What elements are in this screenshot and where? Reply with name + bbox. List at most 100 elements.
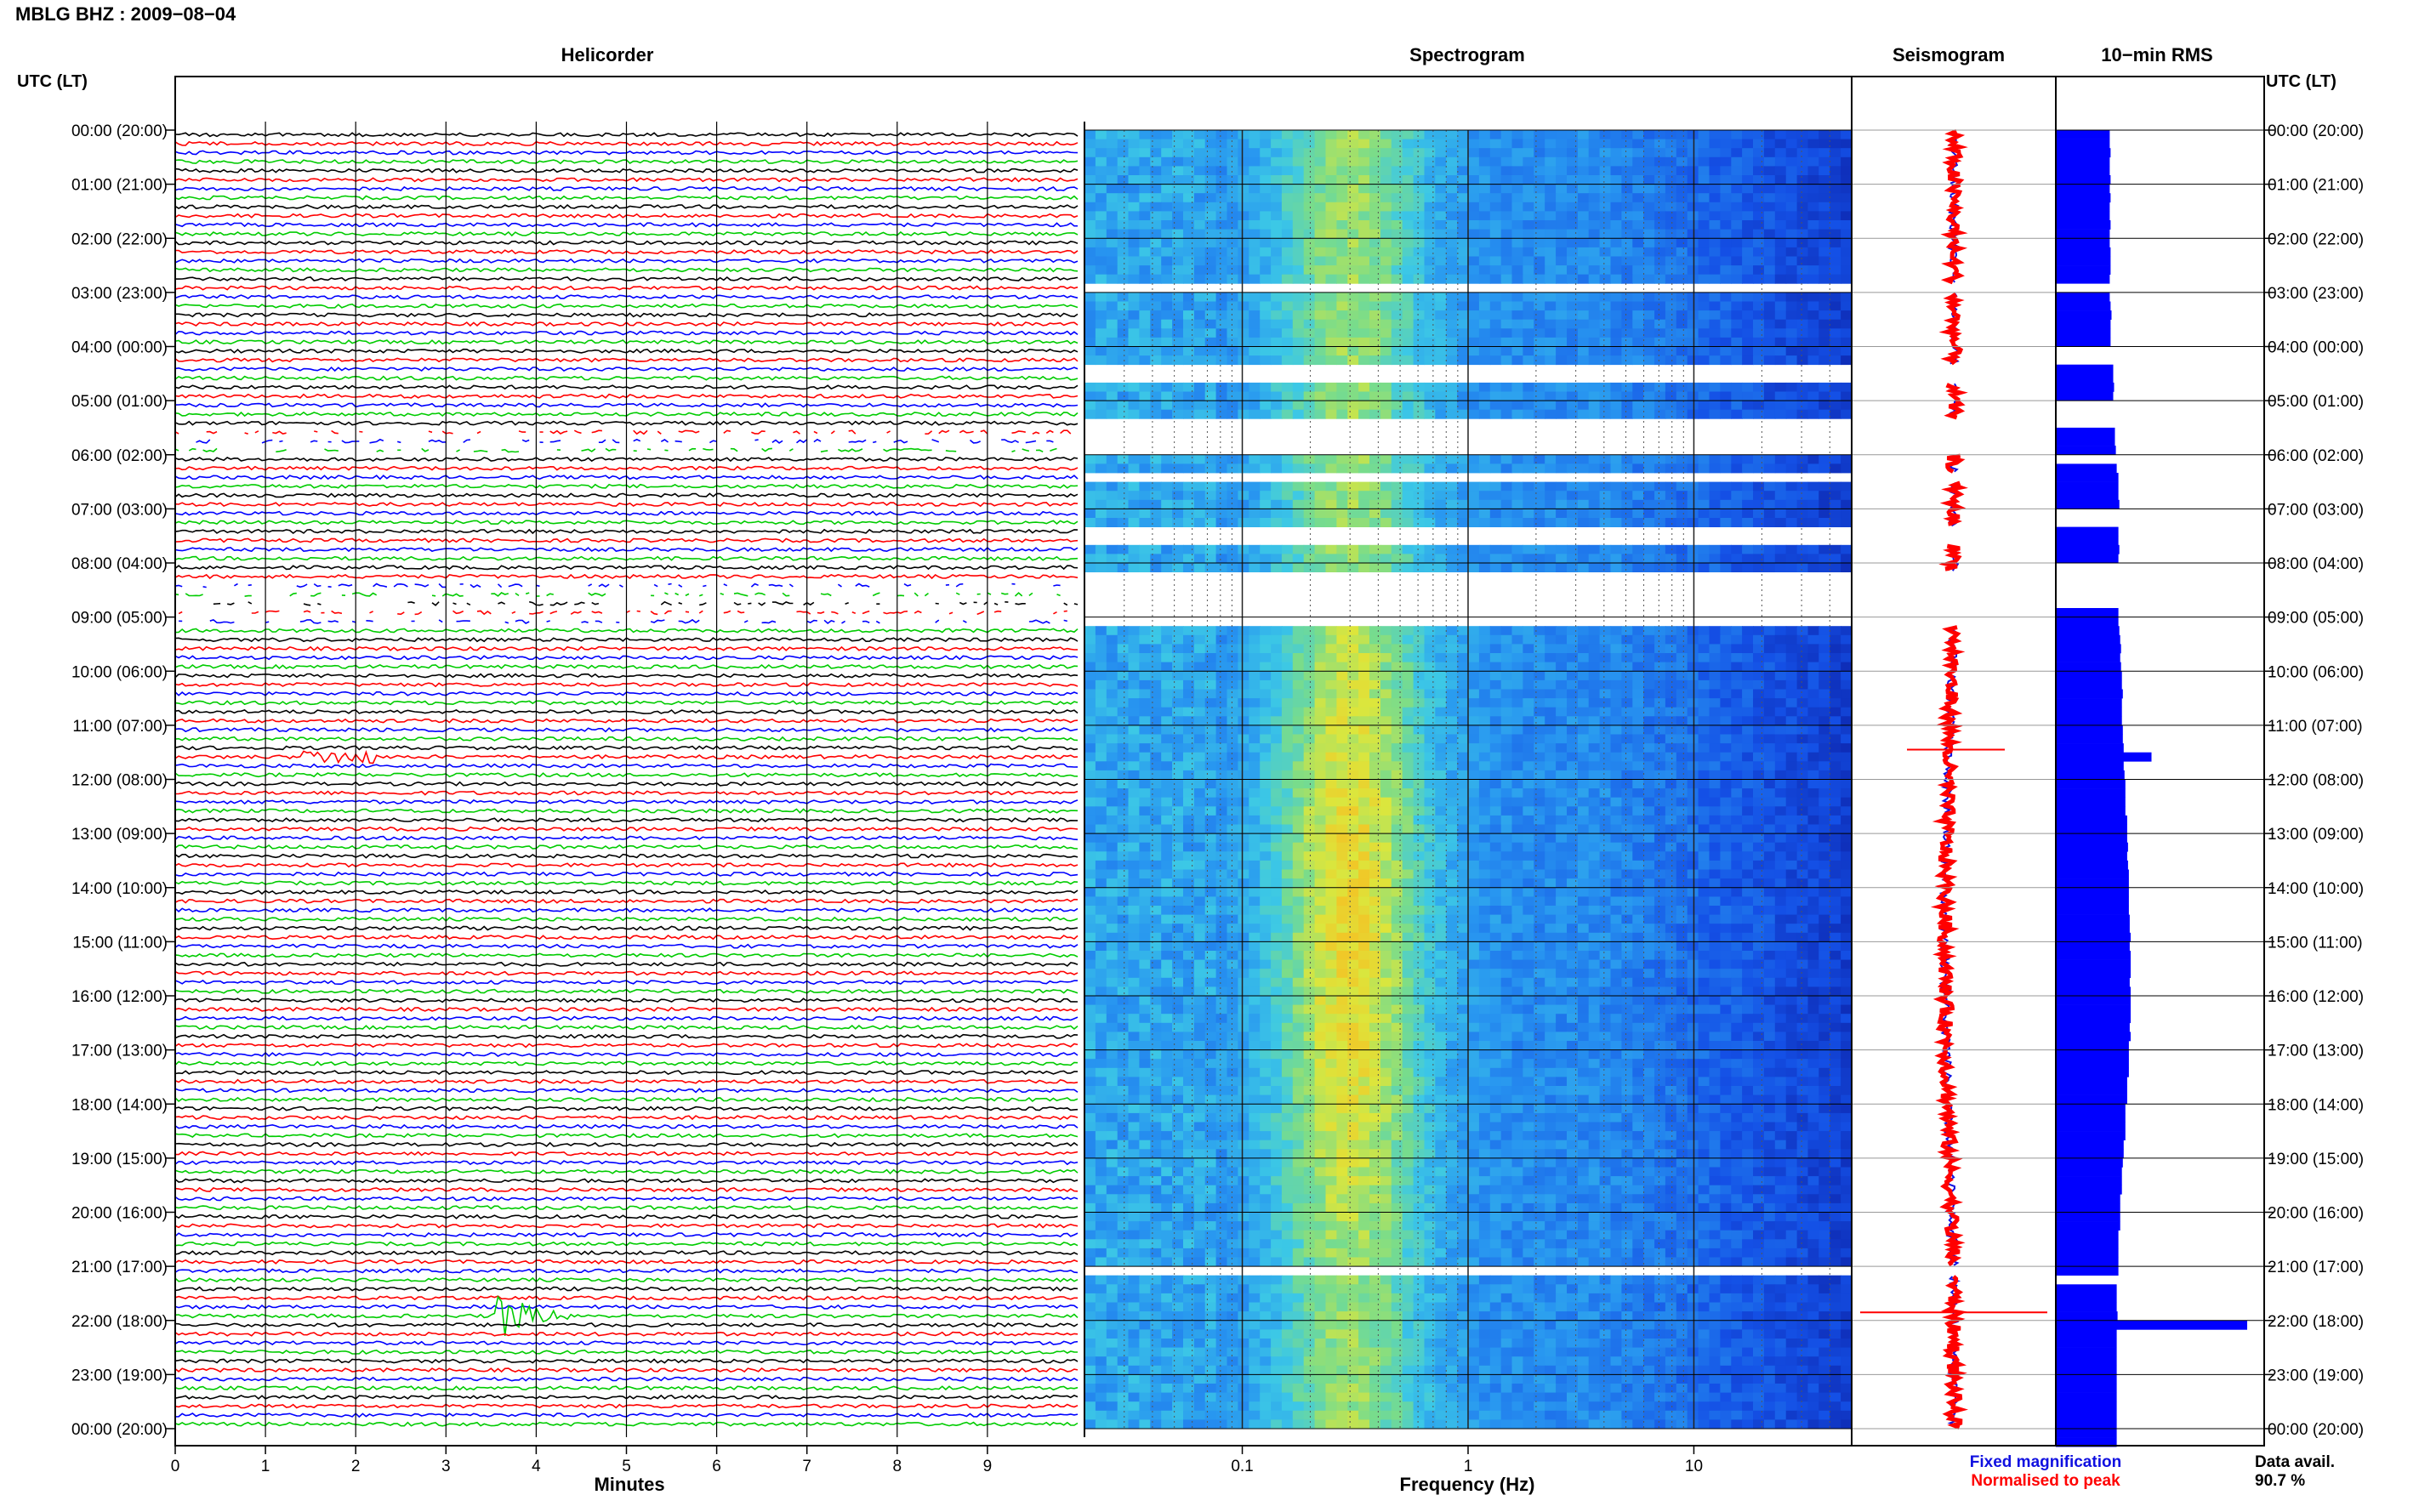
spectrogram-cell: [1281, 896, 1294, 907]
spectrogram-cell: [1139, 734, 1151, 744]
spectrogram-cell: [1841, 175, 1853, 185]
spectrogram-cell: [1238, 554, 1249, 564]
spectrogram-cell: [1556, 716, 1568, 726]
spectrogram-cell: [1204, 563, 1217, 572]
spectrogram-cell: [1314, 544, 1327, 554]
spectrogram-cell: [1446, 274, 1458, 284]
spectrogram-cell: [1424, 797, 1436, 807]
spectrogram-cell: [1643, 725, 1655, 735]
spectrogram-cell: [1643, 238, 1655, 248]
spectrogram-cell: [1511, 689, 1523, 699]
spectrogram-cell: [1556, 707, 1568, 717]
spectrogram-cell: [1117, 292, 1130, 302]
spectrogram-cell: [1193, 211, 1206, 221]
spectrogram-cell: [1753, 401, 1765, 411]
spectrogram-cell: [1621, 779, 1633, 789]
spectrogram-cell: [1095, 806, 1107, 816]
spectrogram-cell: [1413, 382, 1426, 392]
spectrogram-cell: [1271, 824, 1283, 834]
spectrogram-cell: [1215, 734, 1228, 744]
spectrogram-cell: [1358, 554, 1370, 564]
spectrogram-cell: [1435, 148, 1447, 158]
spectrogram-cell: [1478, 653, 1491, 662]
spectrogram-cell: [1534, 788, 1545, 799]
spectrogram-cell: [1785, 797, 1798, 807]
spectrogram-cell: [1260, 679, 1272, 690]
spectrogram-cell: [1402, 337, 1414, 347]
spectrogram-cell: [1369, 689, 1381, 699]
spectrogram-cell: [1534, 797, 1545, 807]
spectrogram-cell: [1500, 156, 1513, 167]
spectrogram-cell: [1249, 734, 1261, 744]
spectrogram-cell: [1183, 707, 1195, 717]
spectrogram-cell: [1610, 346, 1622, 356]
spectrogram-cell: [1358, 156, 1370, 167]
spectrogram-cell: [1281, 310, 1294, 321]
spectrogram-cell: [1763, 401, 1776, 411]
spectrogram-cell: [1654, 626, 1666, 636]
spectrogram-cell: [1227, 869, 1238, 879]
spectrogram-cell: [1489, 310, 1502, 321]
spectrogram-cell: [1183, 328, 1195, 338]
spectrogram-cell: [1665, 833, 1677, 844]
spectrogram-cell: [1238, 202, 1249, 212]
spectrogram-cell: [1446, 806, 1458, 816]
spectrogram-cell: [1841, 770, 1853, 780]
spectrogram-cell: [1676, 833, 1688, 844]
spectrogram-cell: [1796, 491, 1809, 501]
spectrogram-cell: [1534, 346, 1545, 356]
spectrogram-cell: [1577, 824, 1590, 834]
spectrogram-cell: [1314, 401, 1327, 411]
spectrogram-cell: [1271, 815, 1283, 825]
spectrogram-cell: [1325, 518, 1337, 527]
spectrogram-cell: [1841, 292, 1853, 302]
spectrogram-cell: [1435, 716, 1447, 726]
spectrogram-cell: [1742, 851, 1754, 861]
spectrogram-cell: [1819, 761, 1830, 771]
spectrogram-cell: [1150, 788, 1162, 799]
spectrogram-cell: [1336, 815, 1348, 825]
spectrogram-cell: [1106, 156, 1118, 167]
spectrogram-cell: [1796, 626, 1809, 636]
spectrogram-cell: [1358, 752, 1370, 762]
spectrogram-cell: [1303, 202, 1316, 212]
spectrogram-cell: [1095, 824, 1107, 834]
spectrogram-cell: [1698, 401, 1710, 411]
spectrogram-cell: [1763, 887, 1776, 897]
spectrogram-cell: [1621, 679, 1633, 690]
spectrogram-cell: [1687, 563, 1699, 572]
spectrogram-cell: [1446, 401, 1458, 411]
spectrogram-cell: [1238, 707, 1249, 717]
spectrogram-cell: [1698, 454, 1710, 464]
spectrogram-cell: [1556, 671, 1568, 681]
spectrogram-cell: [1292, 355, 1305, 366]
spectrogram-cell: [1095, 382, 1107, 392]
spectrogram-cell: [1489, 679, 1502, 690]
spectrogram-cell: [1556, 815, 1568, 825]
spectrogram-cell: [1654, 815, 1666, 825]
spectrogram-cell: [1534, 454, 1545, 464]
spectrogram-cell: [1511, 842, 1523, 852]
spectrogram-cell: [1643, 626, 1655, 636]
spectrogram-cell: [1391, 734, 1403, 744]
spectrogram-cell: [1698, 878, 1710, 889]
spectrogram-cell: [1621, 409, 1633, 419]
spectrogram-cell: [1632, 689, 1644, 699]
spectrogram-cell: [1084, 707, 1096, 717]
spectrogram-cell: [1567, 833, 1579, 844]
spectrogram-cell: [1720, 463, 1732, 474]
spectrogram-cell: [1172, 743, 1184, 753]
spectrogram-cell: [1819, 626, 1830, 636]
spectrogram-cell: [1271, 355, 1283, 366]
spectrogram-cell: [1523, 166, 1534, 176]
spectrogram-cell: [1369, 671, 1381, 681]
spectrogram-cell: [1238, 788, 1249, 799]
spectrogram-cell: [1489, 463, 1502, 474]
spectrogram-cell: [1599, 634, 1612, 645]
spectrogram-cell: [1665, 193, 1677, 203]
spectrogram-cell: [1172, 265, 1184, 276]
spectrogram-cell: [1588, 707, 1601, 717]
spectrogram-cell: [1193, 355, 1206, 366]
spectrogram-cell: [1643, 247, 1655, 257]
spectrogram-cell: [1709, 779, 1721, 789]
